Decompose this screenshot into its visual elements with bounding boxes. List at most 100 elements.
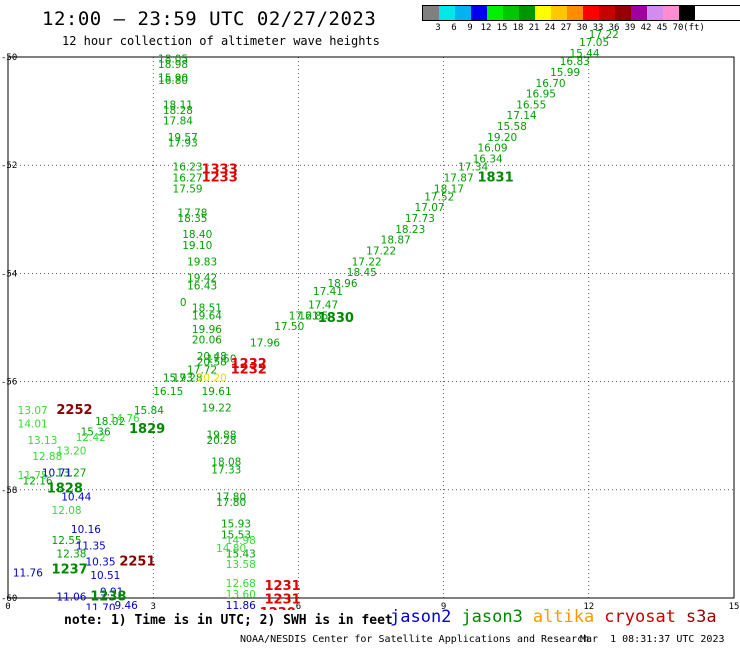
data-point-label: 16.15 (153, 386, 183, 398)
legend-swatch (551, 6, 567, 20)
data-point-label: 17.22 (366, 245, 396, 257)
data-point-label: 19.88 (206, 429, 236, 441)
data-point-label: 12.55 (52, 535, 82, 547)
data-point-label: 10.44 (61, 492, 91, 504)
data-point-label: 18.96 (327, 278, 357, 290)
chart-title: 12:00 – 23:59 UTC 02/27/2023 (42, 8, 377, 30)
data-point-label: 9.46 (114, 600, 138, 610)
pass-time-label: 2251 (119, 555, 155, 570)
data-point-label: 11.35 (76, 540, 106, 552)
legend-swatch (615, 6, 631, 20)
pass-time-label: 1830 (318, 311, 354, 326)
data-point-label: 11.06 (56, 592, 86, 604)
legend-swatch (487, 6, 503, 20)
data-point-label: 18.87 (381, 235, 411, 247)
legend-swatch (647, 6, 663, 20)
legend-label: 15 (496, 23, 508, 33)
legend-label: 3 (435, 23, 441, 33)
data-point-label: 17.05 (579, 37, 609, 49)
x-tick-label: 3 (150, 602, 155, 610)
y-tick-label: -56 (1, 378, 17, 388)
data-point-label: 16.23 (173, 162, 203, 174)
data-point-label: 13.13 (27, 435, 57, 447)
mission-altika: altika (532, 607, 595, 627)
data-point-label: 16.83 (560, 56, 590, 68)
legend-swatch (439, 6, 455, 20)
note-text: note: 1) Time is in UTC; 2) SWH is in fe… (64, 613, 393, 628)
legend-swatch (455, 6, 471, 20)
legend-label: (ft) (683, 23, 705, 33)
data-point-label: 13.58 (226, 559, 256, 571)
data-point-label: 0 (180, 297, 187, 309)
data-point-label: 16.80 (158, 75, 188, 87)
data-point-label: 11.70 (85, 603, 115, 610)
data-point-label: 11.76 (13, 567, 43, 579)
data-point-label: 17.52 (424, 191, 454, 203)
data-point-label: 19.96 (192, 324, 222, 336)
legend-label: 12 (480, 23, 492, 33)
legend-label: 36 (608, 23, 620, 33)
pass-time-label: 1231 (265, 579, 301, 594)
legend-label: 18 (512, 23, 524, 33)
legend-label: 39 (624, 23, 636, 33)
data-point-label: 17.80 (216, 492, 246, 504)
data-point-label: 19.22 (202, 402, 232, 414)
data-point-label: 17.41 (313, 286, 343, 298)
data-point-label: 9.91 (100, 586, 123, 598)
data-point-label: 11.75 (18, 470, 48, 482)
data-point-label: 17.22 (352, 256, 382, 268)
x-tick-label: 0 (5, 602, 10, 610)
data-point-label: 12.16 (23, 475, 53, 487)
legend-swatch (423, 6, 439, 20)
x-tick-label: 15 (729, 602, 740, 610)
data-point-label: 15.90 (158, 72, 188, 84)
data-point-label: 15.58 (497, 121, 527, 133)
legend-color-bar (422, 5, 740, 21)
x-tick-label: 9 (441, 602, 446, 610)
credit-text: NOAA/NESDIS Center for Satellite Applica… (240, 634, 590, 645)
legend-label: 42 (640, 23, 652, 33)
data-point-label: 13.20 (56, 446, 86, 458)
pass-time-label: 1233 (202, 170, 238, 185)
pass-time-label: 1237 (52, 563, 88, 578)
data-point-label: 16.27 (173, 172, 203, 184)
legend-label: 9 (467, 23, 473, 33)
legend-swatch (519, 6, 535, 20)
chart-plot: 0 3 6 9 12 15-50-52-54-56-58-6018.0518.9815.9… (1, 29, 740, 610)
data-point-label: 18.98 (158, 59, 188, 71)
data-point-label: 17.59 (173, 183, 203, 195)
legend-swatch (599, 6, 615, 20)
pass-time-label: 1238 (90, 590, 126, 605)
timestamp-text: Mar 1 08:31:37 UTC 2023 (580, 634, 725, 645)
data-point-label: 19.64 (192, 310, 222, 322)
data-point-label: 15.99 (550, 67, 580, 79)
legend-swatch (471, 6, 487, 20)
data-point-label: 14.01 (18, 419, 48, 431)
data-point-label: 20.06 (192, 335, 222, 347)
data-point-label: 17.72 (187, 364, 217, 376)
data-point-label: 17.33 (211, 465, 241, 477)
data-point-label: 18.08 (211, 456, 241, 468)
data-point-label: 18.23 (395, 224, 425, 236)
data-point-label: 12.08 (52, 505, 82, 517)
data-point-label: 12.88 (32, 451, 62, 463)
legend-label: 45 (656, 23, 668, 33)
pass-time-label: 1829 (129, 422, 165, 437)
data-point-label: 15.43 (226, 548, 256, 560)
legend-label: 70 (672, 23, 684, 33)
data-point-label: 13.07 (18, 405, 48, 417)
data-point-label: 20.58 (197, 356, 227, 368)
data-point-label: 17.73 (405, 213, 435, 225)
data-point-label: 17.96 (250, 337, 280, 349)
pass-time-label: 1831 (477, 170, 513, 185)
data-point-label: 17.14 (507, 110, 537, 122)
y-tick-label: -52 (1, 161, 17, 171)
legend-label: 30 (576, 23, 588, 33)
y-tick-label: -50 (1, 53, 17, 63)
data-point-label: 18.05 (158, 53, 188, 65)
data-point-label: 19.42 (187, 273, 217, 285)
data-point-label: 10.71 (42, 467, 72, 479)
data-point-label: 13.27 (56, 467, 86, 479)
data-point-label: 19.20 (487, 132, 517, 144)
color-legend: 3 6 9 12 15 18 21 24 27 30 33 36 39 42 45 70 (ft) (422, 5, 740, 35)
